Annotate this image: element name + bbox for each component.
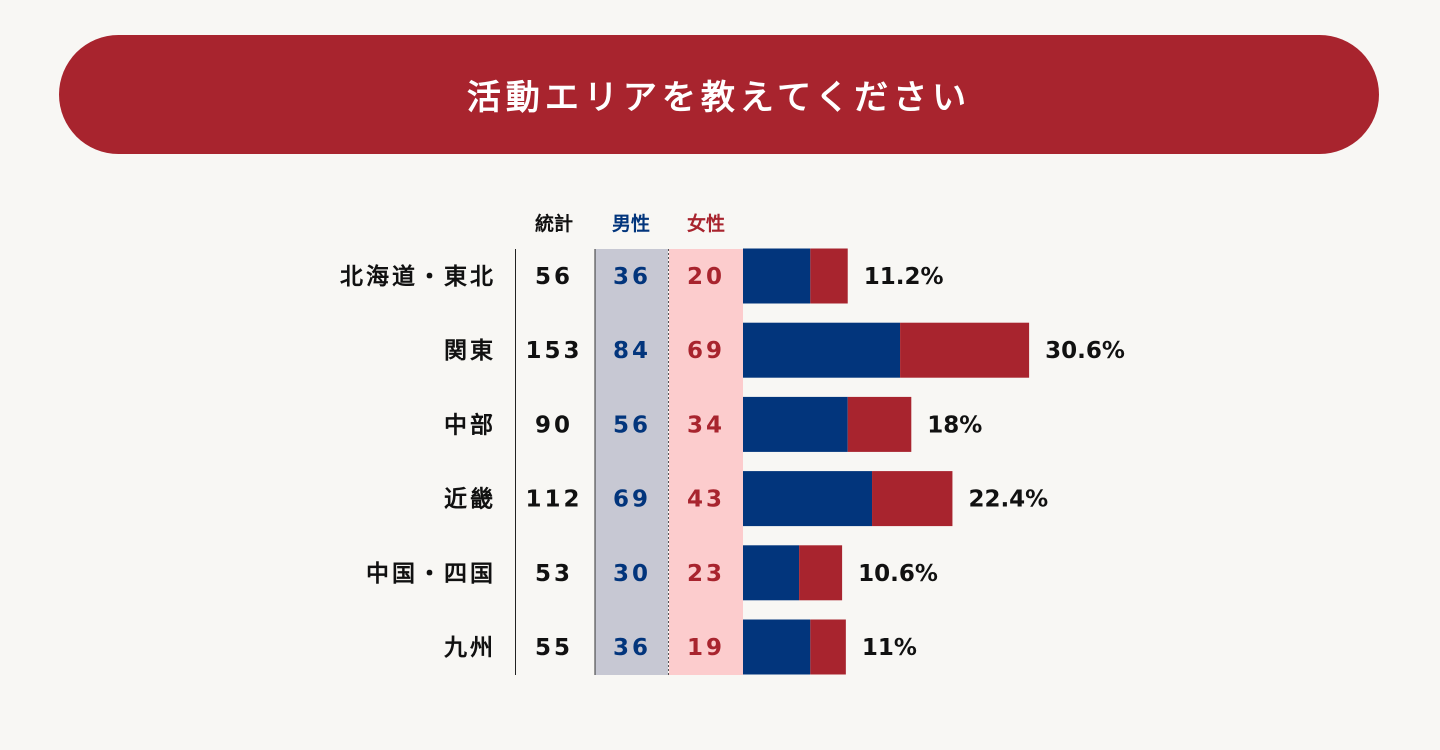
male-column-bg bbox=[595, 249, 668, 675]
percent-label: 11.2% bbox=[864, 264, 944, 290]
header-male: 男性 bbox=[612, 212, 650, 235]
female-column-bg bbox=[669, 249, 743, 675]
percent-label: 30.6% bbox=[1045, 338, 1125, 364]
bar-female bbox=[900, 322, 1030, 378]
total-value: 53 bbox=[535, 561, 573, 587]
female-value: 23 bbox=[687, 561, 725, 587]
category-label: 中部 bbox=[444, 411, 496, 438]
total-value: 55 bbox=[535, 635, 573, 661]
bar-female bbox=[799, 545, 843, 601]
percent-label: 18% bbox=[927, 412, 982, 438]
bar-male bbox=[743, 396, 848, 452]
bar-male bbox=[743, 471, 873, 527]
category-label: 近畿 bbox=[444, 487, 496, 513]
female-value: 20 bbox=[687, 264, 725, 290]
bar-male bbox=[743, 322, 901, 378]
category-label: 北海道・東北 bbox=[340, 263, 496, 290]
total-value: 153 bbox=[525, 338, 582, 364]
female-value: 43 bbox=[687, 487, 725, 513]
bar-female bbox=[872, 471, 953, 527]
category-label: 関東 bbox=[444, 338, 496, 364]
percent-label: 11% bbox=[862, 635, 917, 661]
percent-label: 22.4% bbox=[968, 487, 1048, 513]
bar-male bbox=[743, 545, 800, 601]
female-value: 34 bbox=[687, 412, 725, 438]
male-value: 36 bbox=[613, 264, 651, 290]
category-label: 中国・四国 bbox=[366, 561, 496, 587]
page-title: 活動エリアを教えてください bbox=[466, 78, 972, 118]
category-label: 九州 bbox=[443, 635, 496, 661]
header-female: 女性 bbox=[687, 212, 725, 235]
male-value: 36 bbox=[613, 635, 651, 661]
male-value: 56 bbox=[613, 412, 651, 438]
female-value: 19 bbox=[687, 635, 725, 661]
header-total: 統計 bbox=[535, 212, 573, 235]
female-value: 69 bbox=[687, 338, 725, 364]
total-value: 90 bbox=[535, 412, 573, 438]
male-value: 84 bbox=[613, 338, 651, 364]
bar-female bbox=[810, 248, 848, 304]
male-value: 69 bbox=[613, 487, 651, 513]
bar-male bbox=[743, 619, 811, 675]
bar-female bbox=[810, 619, 846, 675]
percent-label: 10.6% bbox=[858, 561, 938, 587]
bar-male bbox=[743, 248, 811, 304]
total-value: 112 bbox=[525, 487, 582, 513]
bar-female bbox=[847, 396, 912, 452]
male-value: 30 bbox=[613, 561, 651, 587]
title-banner: 活動エリアを教えてください bbox=[59, 35, 1379, 154]
total-value: 56 bbox=[535, 264, 573, 290]
